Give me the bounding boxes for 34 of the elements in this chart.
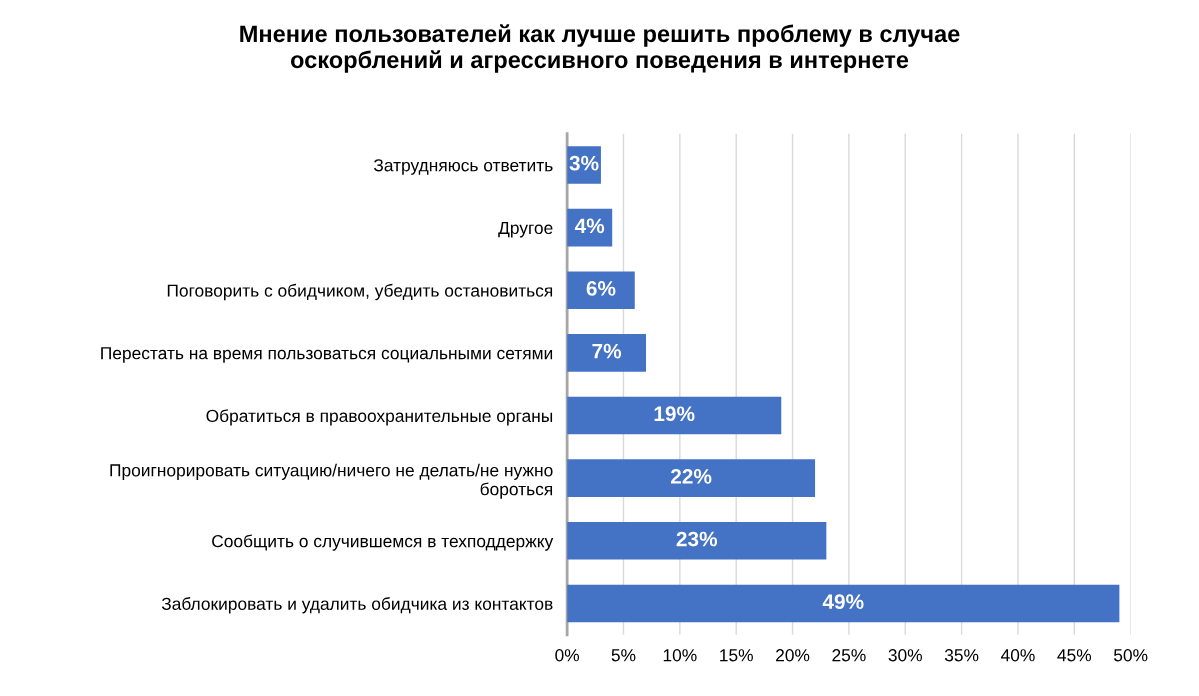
x-tick-label: 10%	[663, 649, 697, 662]
x-tick-label: 0%	[555, 649, 580, 662]
bar	[567, 522, 827, 560]
x-tick-label: 25%	[832, 649, 866, 662]
x-tick-label: 40%	[1000, 649, 1035, 662]
data-label: 6%	[586, 281, 616, 296]
bar	[567, 459, 816, 497]
x-tick-label: 15%	[720, 649, 753, 662]
data-label: 3%	[569, 155, 599, 171]
x-tick-label: 45%	[1057, 649, 1092, 662]
y-tick-label: Перестать на время пользоваться социальными сетями	[101, 347, 553, 363]
y-tick-label: Проигнорировать ситуацию/ничего не делать/не нужно бороться	[110, 463, 553, 499]
x-tick-label: 30%	[888, 649, 922, 662]
bar	[567, 584, 1120, 623]
bar	[567, 271, 635, 310]
bar	[567, 396, 782, 435]
data-label: 4%	[574, 218, 605, 234]
y-tick-label: Обратиться в правоохранительные органы	[206, 409, 553, 426]
bar	[567, 334, 647, 372]
y-tick-label: Заблокировать и удалить обидчика из контактов	[161, 597, 553, 614]
y-tick-label: Затрудняюсь ответить	[373, 159, 553, 175]
y-tick-label: Поговорить с обидчиком, убедить остановиться	[167, 283, 553, 301]
y-tick-label: Сообщить о случившемся в техподдержку	[212, 534, 554, 551]
chart-title: Мнение пользователей как лучше решить проблему в случае оскорблений и агрессивного поведения в интернете	[240, 24, 960, 73]
data-label: 19%	[654, 406, 695, 422]
y-tick-label: Другое	[498, 221, 553, 238]
x-tick-label: 50%	[1113, 649, 1148, 662]
x-tick-label: 20%	[776, 649, 810, 662]
data-label: 22%	[670, 468, 712, 484]
x-tick-label: 5%	[611, 649, 636, 662]
data-label: 7%	[592, 343, 622, 359]
data-label: 49%	[822, 594, 864, 610]
data-label: 23%	[676, 531, 718, 547]
x-tick-label: 35%	[944, 649, 979, 662]
